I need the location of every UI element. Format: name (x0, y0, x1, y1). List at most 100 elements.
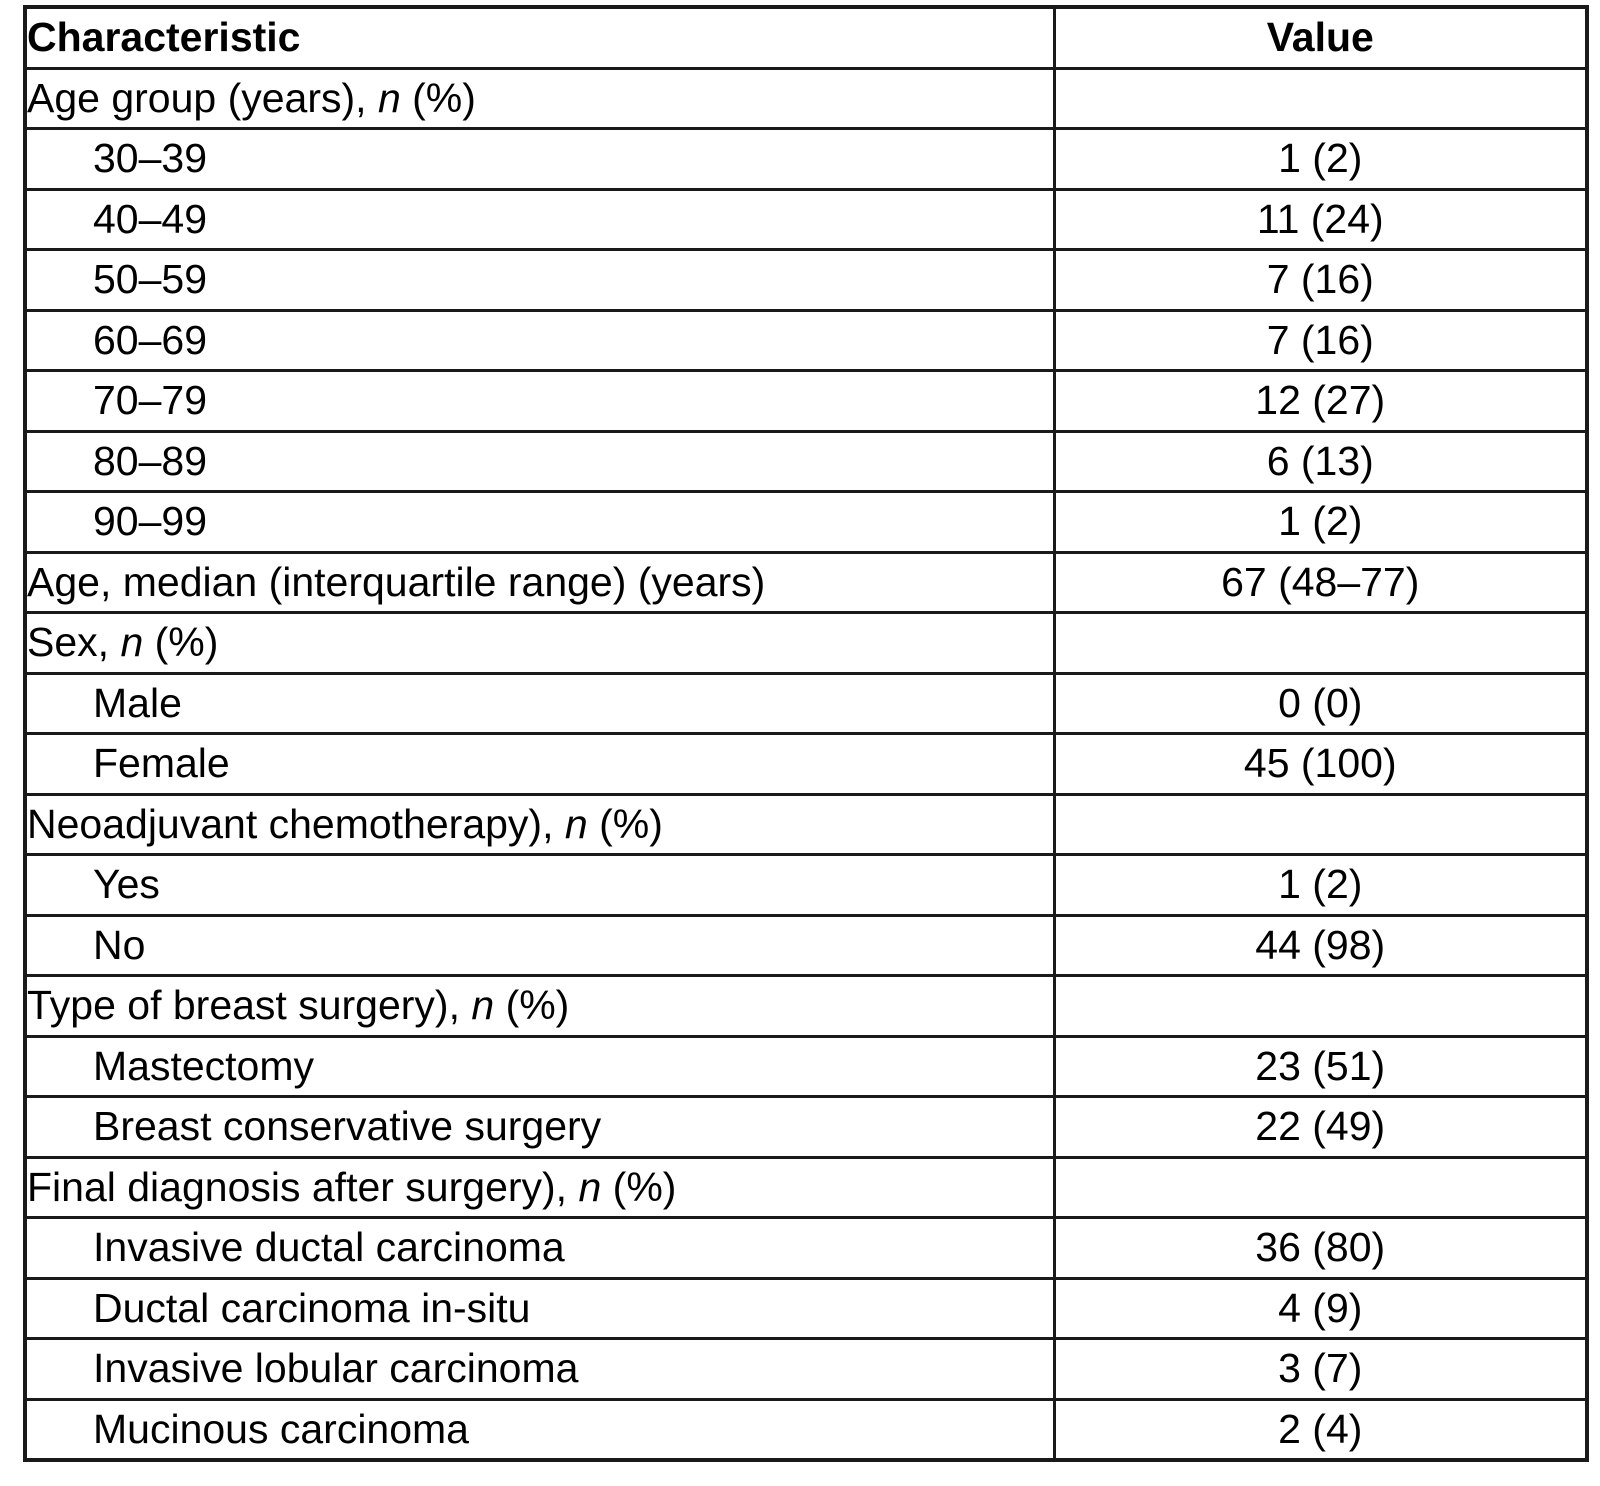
label-text: Final diagnosis after surgery), (27, 1163, 579, 1210)
label-text: (%) (587, 800, 663, 847)
label-text: Neoadjuvant chemotherapy), (27, 800, 565, 847)
characteristic-cell: No (23, 913, 1056, 977)
value-cell: 22 (49) (1052, 1095, 1589, 1159)
table-row: 90–99 1 (2) (23, 490, 1589, 554)
label-text: Age group (years), (27, 74, 378, 121)
characteristic-cell: 30–39 (23, 127, 1056, 191)
patient-characteristics-table: Characteristic Value Age group (years), … (23, 5, 1589, 1462)
value-cell: 1 (2) (1052, 127, 1589, 191)
table-row: Ductal carcinoma in-situ 4 (9) (23, 1276, 1589, 1340)
label-text: 60–69 (93, 316, 208, 363)
label-text: (%) (601, 1163, 677, 1210)
characteristic-cell: Mucinous carcinoma (23, 1397, 1056, 1462)
value-cell: 2 (4) (1052, 1397, 1589, 1462)
value-cell: 3 (7) (1052, 1337, 1589, 1401)
label-italic-n: n (120, 619, 144, 666)
label-text: Sex, (27, 619, 121, 666)
value-cell (1052, 974, 1589, 1038)
characteristic-cell: 40–49 (23, 187, 1056, 251)
value-cell (1052, 1155, 1589, 1219)
value-cell (1052, 66, 1589, 130)
characteristic-cell: Final diagnosis after surgery), n (%) (23, 1155, 1056, 1219)
characteristic-cell: 90–99 (23, 490, 1056, 554)
label-text: (%) (494, 982, 570, 1029)
label-text: Breast conservative surgery (93, 1103, 602, 1150)
value-cell: 67 (48–77) (1052, 550, 1589, 614)
characteristic-cell: Type of breast surgery), n (%) (23, 974, 1056, 1038)
characteristic-cell: Age, median (interquartile range) (years… (23, 550, 1056, 614)
label-italic-n: n (564, 800, 588, 847)
label-text: 80–89 (93, 437, 208, 484)
header-characteristic: Characteristic (23, 5, 1056, 70)
characteristic-cell: Ductal carcinoma in-situ (23, 1276, 1056, 1340)
table-row: 30–39 1 (2) (23, 127, 1589, 191)
table-row: Age group (years), n (%) (23, 66, 1589, 130)
characteristic-cell: 70–79 (23, 369, 1056, 433)
label-text: No (93, 921, 146, 968)
characteristic-cell: Breast conservative surgery (23, 1095, 1056, 1159)
label-text: 30–39 (93, 135, 208, 182)
table-row: 60–69 7 (16) (23, 308, 1589, 372)
value-cell: 12 (27) (1052, 369, 1589, 433)
table-row: Invasive ductal carcinoma 36 (80) (23, 1216, 1589, 1280)
label-text: 70–79 (93, 377, 208, 424)
value-cell (1052, 792, 1589, 856)
characteristic-cell: 50–59 (23, 248, 1056, 312)
table-row: Yes 1 (2) (23, 853, 1589, 917)
value-cell: 7 (16) (1052, 248, 1589, 312)
table-row: 50–59 7 (16) (23, 248, 1589, 312)
label-text: Invasive ductal carcinoma (93, 1224, 565, 1271)
table-row: 40–49 11 (24) (23, 187, 1589, 251)
label-italic-n: n (471, 982, 495, 1029)
value-cell: 1 (2) (1052, 490, 1589, 554)
table-row: Type of breast surgery), n (%) (23, 974, 1589, 1038)
label-text: Ductal carcinoma in-situ (93, 1284, 531, 1331)
value-cell: 23 (51) (1052, 1034, 1589, 1098)
value-cell: 44 (98) (1052, 913, 1589, 977)
characteristic-cell: Invasive ductal carcinoma (23, 1216, 1056, 1280)
table-row: Age, median (interquartile range) (years… (23, 550, 1589, 614)
value-cell: 7 (16) (1052, 308, 1589, 372)
table-row: Mastectomy 23 (51) (23, 1034, 1589, 1098)
label-italic-n: n (578, 1163, 602, 1210)
label-text: Female (93, 740, 230, 787)
characteristic-cell: Male (23, 671, 1056, 735)
value-cell: 1 (2) (1052, 853, 1589, 917)
value-cell: 45 (100) (1052, 732, 1589, 796)
table-row: Invasive lobular carcinoma 3 (7) (23, 1337, 1589, 1401)
characteristic-cell: Invasive lobular carcinoma (23, 1337, 1056, 1401)
value-cell: 4 (9) (1052, 1276, 1589, 1340)
value-cell: 6 (13) (1052, 429, 1589, 493)
value-cell: 36 (80) (1052, 1216, 1589, 1280)
table-row: Neoadjuvant chemotherapy), n (%) (23, 792, 1589, 856)
label-text: 90–99 (93, 498, 208, 545)
characteristic-cell: 80–89 (23, 429, 1056, 493)
table-row: 70–79 12 (27) (23, 369, 1589, 433)
header-row: Characteristic Value (23, 5, 1589, 70)
table-row: Mucinous carcinoma 2 (4) (23, 1397, 1589, 1462)
label-text: Mastectomy (93, 1042, 314, 1089)
label-text: Mucinous carcinoma (93, 1405, 469, 1452)
characteristic-cell: Female (23, 732, 1056, 796)
table-row: No 44 (98) (23, 913, 1589, 977)
label-text: Male (93, 679, 182, 726)
table-row: Breast conservative surgery 22 (49) (23, 1095, 1589, 1159)
table-header: Characteristic Value (23, 5, 1589, 70)
characteristic-cell: Yes (23, 853, 1056, 917)
label-text: (%) (143, 619, 219, 666)
label-text: Age, median (interquartile range) (years… (27, 558, 766, 605)
characteristic-cell: 60–69 (23, 308, 1056, 372)
label-italic-n: n (377, 74, 401, 121)
label-text: 50–59 (93, 256, 208, 303)
label-text: 40–49 (93, 195, 208, 242)
table-body: Age group (years), n (%) 30–39 1 (2) 40–4… (23, 66, 1589, 1462)
value-cell: 0 (0) (1052, 671, 1589, 735)
table-row: Sex, n (%) (23, 611, 1589, 675)
label-text: (%) (400, 74, 476, 121)
characteristic-cell: Age group (years), n (%) (23, 66, 1056, 130)
table-row: Male 0 (0) (23, 671, 1589, 735)
label-text: Invasive lobular carcinoma (93, 1345, 579, 1392)
table-row: Final diagnosis after surgery), n (%) (23, 1155, 1589, 1219)
table-row: 80–89 6 (13) (23, 429, 1589, 493)
